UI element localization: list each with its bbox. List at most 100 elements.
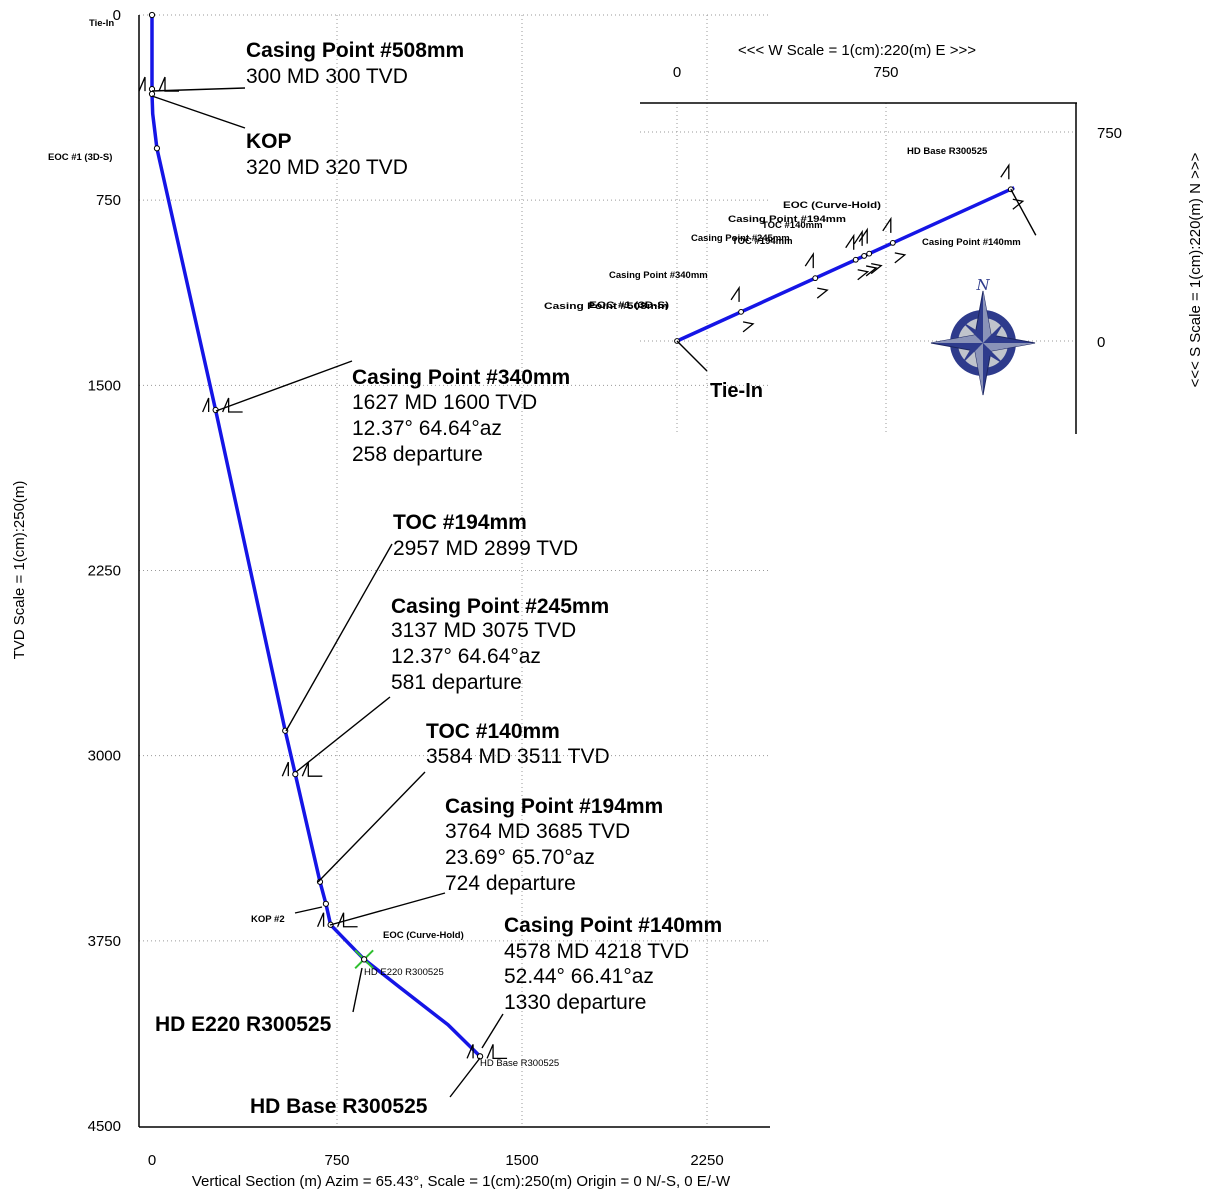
casing-shoe-icon bbox=[316, 912, 358, 928]
annotation-line: 3584 MD 3511 TVD bbox=[426, 745, 610, 768]
casing-shoe-icon bbox=[202, 397, 243, 413]
vertical-section-axes bbox=[138, 15, 770, 1128]
plan-casing-shoe-icon bbox=[804, 252, 829, 299]
plan-station-point bbox=[738, 308, 744, 315]
plan-leader-line bbox=[1010, 188, 1037, 236]
annotation-title: TOC #194mm bbox=[393, 511, 527, 534]
label-hdbase-small: HD Base R300525 bbox=[480, 1058, 559, 1069]
leader-hdbase bbox=[449, 1057, 481, 1098]
plan-label-cp194: Casing Point #194mm bbox=[728, 214, 846, 225]
label-eoc1-small: EOC #1 (3D-S) bbox=[48, 152, 112, 163]
annotation-toc140: TOC #140mm 3584 MD 3511 TVD bbox=[426, 720, 610, 768]
annotation-title: Casing Point #140mm bbox=[504, 914, 722, 937]
label-eoc-curve-small: EOC (Curve-Hold) bbox=[383, 930, 464, 941]
compass-rose-icon: N bbox=[930, 276, 1036, 396]
plan-view: <<< W Scale = 1(cm):220(m) E >>> 0 750 7… bbox=[544, 42, 1204, 434]
annotation-cp340: Casing Point #340mm 1627 MD 1600 TVD 12.… bbox=[352, 366, 570, 466]
vs-tick-label: 0 bbox=[148, 1152, 156, 1169]
plan-casing-shoe-icon bbox=[845, 233, 870, 281]
annotation-cp140: Casing Point #140mm 4578 MD 4218 TVD 52.… bbox=[504, 914, 722, 1014]
plan-view-top-title: <<< W Scale = 1(cm):220(m) E >>> bbox=[738, 42, 976, 59]
plan-station-point bbox=[866, 250, 873, 257]
annotation-line: 3764 MD 3685 TVD bbox=[445, 820, 630, 843]
plan-label-cp245: Casing Point #245mm bbox=[691, 233, 790, 244]
station-point bbox=[148, 90, 156, 98]
leader-kop2 bbox=[294, 906, 323, 914]
tvd-tick-label: 750 bbox=[96, 192, 121, 209]
station-point bbox=[148, 11, 156, 19]
annotation-line: 23.69° 65.70°az bbox=[445, 846, 595, 869]
annotation-line: 300 MD 300 TVD bbox=[246, 65, 408, 88]
plan-casing-shoe-icon bbox=[730, 285, 755, 333]
tvd-tick-labels: 0 750 1500 2250 3000 3750 4500 bbox=[88, 7, 121, 1135]
plan-y-tick-750: 750 bbox=[1097, 125, 1122, 142]
compass-north-letter: N bbox=[975, 276, 990, 294]
station-point bbox=[322, 900, 329, 907]
leader-toc140 bbox=[317, 771, 426, 883]
label-hde220-small: HD E220 R300525 bbox=[364, 967, 444, 978]
plan-station-point bbox=[812, 275, 819, 282]
annotation-line: 52.44° 66.41°az bbox=[504, 965, 654, 988]
annotation-line: 1627 MD 1600 TVD bbox=[352, 391, 537, 414]
plan-trajectory-line bbox=[676, 186, 1015, 343]
annotation-line: 581 departure bbox=[391, 671, 522, 694]
plan-view-trajectory bbox=[674, 163, 1037, 372]
annotation-line: 4578 MD 4218 TVD bbox=[504, 940, 689, 963]
annotation-line: 12.37° 64.64°az bbox=[352, 417, 502, 440]
leader-cp245 bbox=[295, 696, 391, 773]
leader-cp340 bbox=[215, 360, 353, 412]
annotation-title: Casing Point #194mm bbox=[445, 795, 663, 818]
plan-label-cp140: Casing Point #140mm bbox=[922, 237, 1021, 248]
leader-hde220 bbox=[352, 967, 363, 1013]
plan-label-hd-base: HD Base R300525 bbox=[907, 146, 988, 157]
casing-shoe-icon bbox=[138, 76, 179, 92]
label-tie-in-small: Tie-In bbox=[89, 18, 114, 29]
station-point bbox=[153, 145, 161, 152]
plan-casing-shoe-icon bbox=[882, 216, 907, 264]
vertical-section-grid bbox=[139, 14, 770, 1127]
plan-casing-shoe-icon bbox=[853, 229, 878, 277]
annotation-title: Casing Point #245mm bbox=[391, 595, 609, 618]
annotation-cp508: Casing Point #508mm 300 MD 300 TVD bbox=[246, 39, 464, 88]
plan-casing-shoe-icon bbox=[858, 227, 883, 275]
leader-toc194 bbox=[285, 543, 393, 732]
plan-station-point bbox=[861, 253, 868, 259]
tvd-tick-label: 3750 bbox=[88, 933, 121, 950]
plan-label-eoc-hd: EOC (Curve-Hold) bbox=[783, 200, 881, 211]
casing-shoe-icon bbox=[466, 1044, 508, 1060]
plan-x-tick-750: 750 bbox=[873, 64, 898, 81]
vs-tick-labels: 0 750 1500 2250 bbox=[148, 1152, 724, 1169]
annotation-title: Casing Point #508mm bbox=[246, 39, 464, 62]
annotation-line: 12.37° 64.64°az bbox=[391, 645, 541, 668]
annotation-hde220: HD E220 R300525 bbox=[155, 1013, 332, 1036]
tvd-tick-label: 2250 bbox=[88, 563, 121, 580]
plan-view-grid bbox=[640, 103, 1076, 434]
casing-shoe-icon bbox=[281, 761, 323, 777]
annotation-line: 320 MD 320 TVD bbox=[246, 156, 408, 179]
leader-lines bbox=[151, 87, 504, 1098]
annotation-line: 724 departure bbox=[445, 872, 576, 895]
plan-label-eoc1: EOC #1 (3D-S) bbox=[589, 300, 669, 311]
annotation-kop: KOP 320 MD 320 TVD bbox=[246, 130, 408, 179]
plan-label-cp340: Casing Point #340mm bbox=[609, 270, 708, 281]
station-point bbox=[361, 956, 368, 963]
label-kop2-small: KOP #2 bbox=[251, 914, 285, 925]
leader-kop bbox=[151, 95, 246, 129]
plan-leader-line bbox=[676, 340, 708, 372]
annotation-cp194: Casing Point #194mm 3764 MD 3685 TVD 23.… bbox=[445, 795, 663, 895]
plan-view-side-title: <<< S Scale = 1(cm):220(m) N >>> bbox=[1187, 152, 1204, 387]
plan-station-point bbox=[889, 240, 896, 246]
vs-tick-label: 1500 bbox=[505, 1152, 538, 1169]
annotation-line: 258 departure bbox=[352, 443, 483, 466]
leader-cp194 bbox=[329, 892, 446, 926]
annotation-line: 1330 departure bbox=[504, 991, 646, 1014]
station-point bbox=[292, 771, 299, 778]
tvd-tick-label: 3000 bbox=[88, 748, 121, 765]
annotation-title: KOP bbox=[246, 130, 292, 153]
plan-label-tie-in: Tie-In bbox=[710, 380, 763, 402]
vs-axis-title: Vertical Section (m) Azim = 65.43°, Scal… bbox=[192, 1173, 731, 1190]
leader-cp508 bbox=[151, 87, 246, 92]
vertical-section-markers bbox=[138, 11, 508, 1060]
annotation-line: 3137 MD 3075 TVD bbox=[391, 619, 576, 642]
